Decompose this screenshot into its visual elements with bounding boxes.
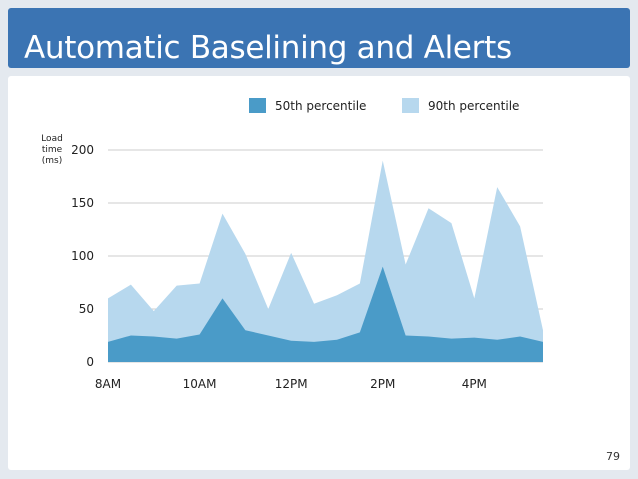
title-bar: Automatic Baselining and Alerts xyxy=(8,8,630,68)
y-tick-label: 0 xyxy=(86,355,94,369)
legend-swatch-p90 xyxy=(402,98,419,113)
slide-title: Automatic Baselining and Alerts xyxy=(24,30,512,66)
x-tick-label: 2PM xyxy=(370,377,395,391)
legend-label: 50th percentile xyxy=(275,99,366,113)
y-axis-label: Load xyxy=(41,134,63,144)
x-tick-label: 4PM xyxy=(462,377,487,391)
x-tick-label: 8AM xyxy=(95,377,121,391)
area-chart: 0 50 100 150 200 8AM 10AM 12PM 2PM 4PM Loadtime(ms… xyxy=(41,98,544,391)
y-tick-label: 200 xyxy=(71,143,94,157)
x-tick-label: 10AM xyxy=(183,377,217,391)
series-area-p50 xyxy=(108,266,543,362)
y-axis-label: (ms) xyxy=(42,156,62,166)
y-axis-label: time xyxy=(42,145,63,155)
chart-panel: 0 50 100 150 200 8AM 10AM 12PM 2PM 4PM Load time (ms… xyxy=(8,76,630,470)
series-area-p90 xyxy=(108,160,543,362)
legend-swatch-p50 xyxy=(249,98,266,113)
legend-label: 90th percentile xyxy=(428,99,519,113)
page-number: 79 xyxy=(606,450,620,463)
y-tick-label: 150 xyxy=(71,196,94,210)
y-tick-label: 50 xyxy=(79,302,94,316)
x-tick-label: 12PM xyxy=(275,377,308,391)
y-tick-label: 100 xyxy=(71,249,94,263)
